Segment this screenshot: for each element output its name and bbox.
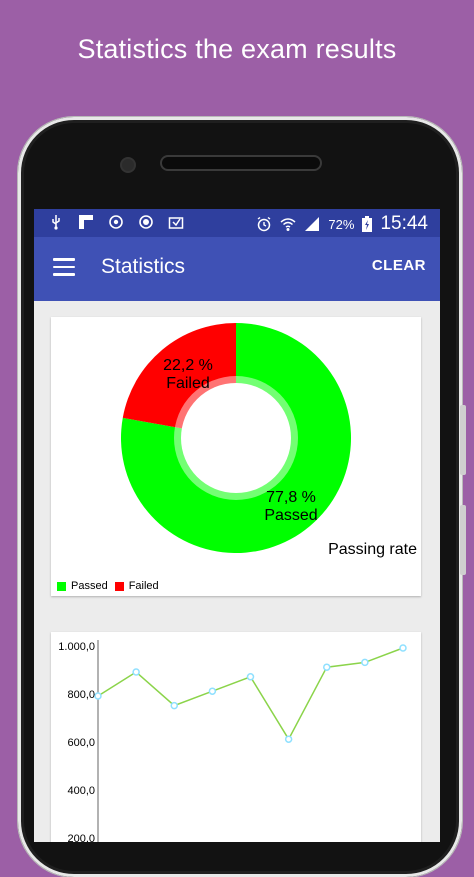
donut-hole — [181, 383, 291, 493]
inbox-icon — [168, 217, 184, 229]
record-icon — [139, 215, 153, 229]
passed-slice-label: 77,8 % Passed — [241, 489, 341, 525]
data-point[interactable] — [170, 701, 178, 710]
data-point[interactable] — [132, 668, 140, 676]
sync-icon — [109, 215, 123, 229]
page-title: Statistics — [101, 255, 186, 278]
legend-item-passed: Passed — [57, 580, 108, 592]
status-bar: 72% 15:44 — [34, 209, 440, 237]
flipboard-icon — [79, 215, 93, 229]
app-screen: 72% 15:44 Statistics CLEAR 22,2 % Failed… — [34, 209, 440, 842]
clock: 15:44 — [380, 213, 428, 234]
chart-legend: Passed Failed — [57, 580, 166, 592]
line-chart[interactable] — [51, 632, 421, 842]
y-tick-label: 400,0 — [67, 785, 95, 797]
battery-percent: 72% — [328, 216, 355, 232]
front-camera — [122, 159, 134, 171]
failed-percent: 22,2 % — [163, 357, 213, 374]
data-point[interactable] — [323, 663, 331, 671]
usb-icon — [52, 215, 60, 230]
data-point[interactable] — [208, 687, 217, 695]
hamburger-menu-icon[interactable] — [53, 258, 75, 276]
y-tick-label: 200,0 — [67, 833, 95, 842]
data-point[interactable] — [284, 735, 293, 743]
app-bar: Statistics CLEAR — [34, 237, 440, 301]
signal-icon — [305, 217, 320, 231]
data-point[interactable] — [246, 673, 255, 681]
passed-percent: 77,8 % — [266, 489, 316, 506]
power-button — [460, 505, 466, 575]
y-tick-label: 600,0 — [67, 737, 95, 749]
data-point[interactable] — [94, 692, 102, 700]
pie-chart-card: 22,2 % Failed 77,8 % Passed Passing rate… — [51, 317, 421, 596]
volume-button — [460, 405, 466, 475]
y-tick-label: 800,0 — [67, 689, 95, 701]
y-tick-label: 1.000,0 — [58, 641, 95, 653]
legend-swatch-failed — [114, 581, 124, 591]
failed-slice-label: 22,2 % Failed — [138, 357, 238, 393]
legend-swatch-passed — [57, 581, 66, 591]
pie-chart[interactable] — [51, 317, 421, 596]
battery-icon — [362, 216, 373, 232]
series-line — [97, 647, 404, 741]
data-point[interactable] — [399, 644, 407, 652]
legend-label-passed: Passed — [71, 580, 108, 592]
chart-description: Passing rate — [328, 541, 417, 558]
line-chart-card: 1.000,0 800,0 600,0 400,0 200,0 — [51, 632, 421, 842]
legend-label-failed: Failed — [128, 580, 159, 592]
data-point[interactable] — [361, 658, 369, 667]
failed-label: Failed — [166, 375, 210, 392]
promo-headline: Statistics the exam results — [77, 34, 397, 64]
earpiece-speaker — [162, 157, 320, 169]
passed-label: Passed — [264, 507, 318, 524]
clear-button[interactable]: CLEAR — [371, 257, 426, 274]
alarm-icon — [258, 216, 271, 232]
legend-item-failed: Failed — [114, 580, 159, 592]
wifi-icon — [280, 218, 296, 231]
